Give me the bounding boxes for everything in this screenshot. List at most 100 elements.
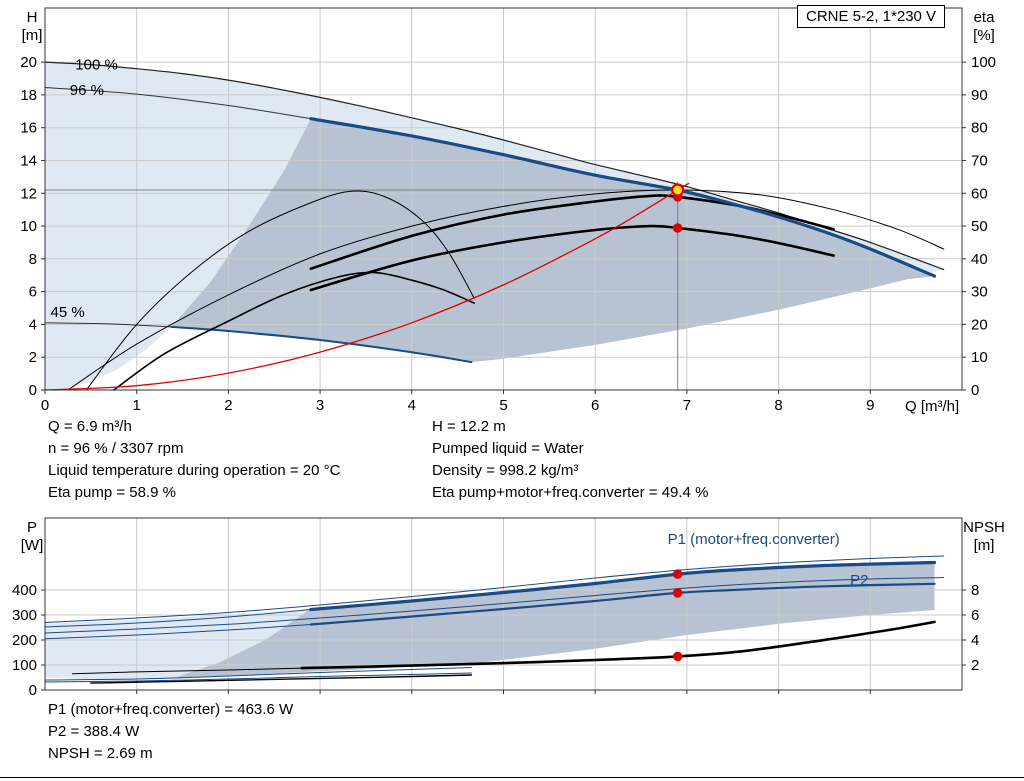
tick-label-left: 18 — [20, 87, 37, 104]
info-line-liquid: Pumped liquid = Water — [432, 440, 584, 457]
tick-label-right: 40 — [971, 251, 988, 268]
info-line-p2: P2 = 388.4 W — [48, 723, 140, 740]
info-line-temperature: Liquid temperature during operation = 20… — [48, 462, 341, 479]
power-npsh-chart: 0 100 200 300 400 2 4 6 8 P[W] NPSH[m] P1 (motor+fr… — [12, 517, 1005, 699]
p1-curve-96 — [309, 560, 937, 612]
tick-label-right: 4 — [971, 632, 979, 649]
info-line-p1: P1 (motor+freq.converter) = 463.6 W — [48, 701, 294, 718]
p2-point — [672, 588, 683, 598]
p2-curve-96 — [309, 582, 936, 626]
tick-label-x: 1 — [133, 397, 141, 414]
tick-label-left: 16 — [20, 120, 37, 137]
npsh-curve-45 — [90, 674, 473, 684]
p1-point — [672, 569, 683, 579]
power-envelope-dark — [171, 561, 935, 679]
axis-title: H — [27, 9, 38, 26]
tick-label-left: 8 — [29, 251, 37, 268]
pump-curve-100 — [44, 61, 945, 271]
tick-label-left: 14 — [20, 152, 37, 169]
npsh-point — [672, 651, 683, 662]
info-line-density: Density = 998.2 kg/m³ — [432, 462, 579, 479]
eta-total-curve-96 — [309, 224, 835, 292]
tick-label-left: 4 — [29, 316, 37, 333]
axis-title: NPSH — [963, 519, 1005, 536]
axis-title: [m] — [974, 537, 995, 554]
tick-label-right: 100 — [971, 54, 996, 71]
tick-label-right: 70 — [971, 152, 988, 169]
info-line-head: H = 12.2 m — [432, 418, 506, 435]
tick-label-x: 7 — [683, 397, 691, 414]
power-info-column: P1 (motor+freq.converter) = 463.6 W P2 =… — [48, 699, 293, 765]
tick-label-right: 0 — [971, 382, 979, 399]
duty-info-right-column: H = 12.2 m Pumped liquid = Water Density… — [432, 416, 708, 504]
pump-curve-45-tail — [44, 322, 172, 328]
tick-label-left: 200 — [12, 632, 37, 649]
tick-label-right: 60 — [971, 185, 988, 202]
info-line-q: Q = 6.9 m³/h — [48, 418, 132, 435]
tick-label-left: 100 — [12, 657, 37, 674]
system-curve — [44, 182, 690, 391]
label-p1: P1 (motor+freq.converter) — [668, 531, 840, 548]
tick-label-x: 8 — [774, 397, 782, 414]
label-45pct: 45 % — [51, 304, 85, 321]
tick-label-right: 30 — [971, 284, 988, 301]
tick-label-x: 9 — [866, 397, 874, 414]
duty-point — [671, 183, 685, 197]
npsh-curve — [300, 620, 936, 670]
tick-label-x: 6 — [591, 397, 599, 414]
pump-model-label: CRNE 5-2, 1*230 V — [797, 5, 946, 28]
tick-label-x: 0 — [41, 397, 49, 414]
tick-label-left: 2 — [29, 349, 37, 366]
tick-label-left: 6 — [29, 284, 37, 301]
bottom-divider — [0, 777, 1024, 778]
label-96pct: 96 % — [70, 82, 104, 99]
tick-label-x: 3 — [316, 397, 324, 414]
npsh-curve-tail — [72, 667, 303, 675]
tick-label-right: 90 — [971, 87, 988, 104]
axis-title: [%] — [973, 27, 995, 44]
eta-total-point — [672, 223, 683, 233]
p1-curve-45 — [44, 667, 472, 681]
info-line-eta-total: Eta pump+motor+freq.converter = 49.4 % — [432, 484, 709, 501]
axis-title: eta — [974, 9, 996, 26]
tick-label-right: 20 — [971, 316, 988, 333]
p2-curve-100 — [44, 577, 945, 634]
label-p2: P2 — [850, 572, 868, 589]
x-axis-unit-label: Q [m³/h] — [905, 398, 959, 415]
duty-info-left-column: Q = 6.9 m³/h n = 96 % / 3307 rpm Liquid … — [48, 416, 340, 504]
tick-label-left: 0 — [29, 682, 37, 699]
tick-label-left: 400 — [12, 582, 37, 599]
tick-label-right: 50 — [971, 218, 988, 235]
axis-title: P — [27, 519, 37, 536]
tick-label-x: 5 — [499, 397, 507, 414]
info-line-npsh: NPSH = 2.69 m — [48, 745, 153, 762]
tick-label-left: 0 — [29, 382, 37, 399]
eta-curve-45 — [85, 190, 475, 391]
tick-label-left: 20 — [20, 54, 37, 71]
tick-label-right: 10 — [971, 349, 988, 366]
axis-title: [m] — [22, 27, 43, 44]
eta-curve-100 — [67, 189, 945, 391]
pump-curve-45 — [170, 325, 473, 364]
eta-total-curve-45 — [113, 271, 475, 391]
tick-label-left: 10 — [20, 218, 37, 235]
power-envelope-light — [45, 608, 311, 680]
p1-curve-100 — [44, 555, 945, 623]
tick-label-right: 2 — [971, 657, 979, 674]
p2-curve-45 — [44, 672, 472, 683]
tick-label-x: 2 — [224, 397, 232, 414]
label-100pct: 100 % — [75, 57, 118, 74]
info-line-eta-pump: Eta pump = 58.9 % — [48, 484, 176, 501]
tick-label-right: 80 — [971, 120, 988, 137]
tick-label-left: 12 — [20, 185, 37, 202]
tick-label-x: 4 — [408, 397, 416, 414]
info-line-speed: n = 96 % / 3307 rpm — [48, 440, 184, 457]
p1-curve-96-tail — [44, 609, 312, 628]
duty-range-dark — [171, 118, 935, 363]
tick-label-right: 8 — [971, 582, 979, 599]
tick-label-left: 300 — [12, 607, 37, 624]
qh-eta-chart: 0246810121416182001020304050607080901000… — [20, 7, 996, 415]
tick-label-right: 6 — [971, 607, 979, 624]
